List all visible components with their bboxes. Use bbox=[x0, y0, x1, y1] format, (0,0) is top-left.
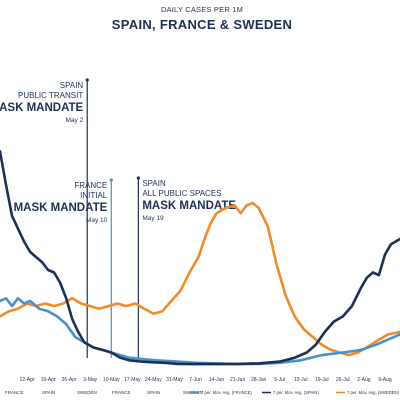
x-tick-label: 24-May bbox=[145, 377, 162, 383]
x-tick-label: 5-Jul bbox=[274, 377, 285, 383]
category-label: FRANCE bbox=[112, 390, 131, 395]
event-headline: MASK MANDATE bbox=[142, 200, 236, 212]
category-label: SPAIN bbox=[147, 390, 160, 395]
event-headline: MASK MANDATE bbox=[0, 102, 84, 114]
x-tick-label: 28-Jun bbox=[251, 377, 267, 383]
x-tick-label: 7-Jun bbox=[189, 377, 202, 383]
chart-subtitle: DAILY CASES PER 1M bbox=[161, 5, 243, 14]
event-marker bbox=[109, 178, 113, 182]
category-label: SWEDEN bbox=[77, 390, 97, 395]
chart-title: SPAIN, FRANCE & SWEDEN bbox=[112, 17, 292, 32]
event-marker bbox=[136, 176, 140, 180]
x-tick-label: 17-May bbox=[124, 377, 141, 383]
event-label: PUBLIC TRANSIT bbox=[18, 91, 83, 100]
series-line bbox=[0, 297, 400, 366]
event-label: SPAIN bbox=[60, 81, 84, 90]
event-label: ALL PUBLIC SPACES bbox=[142, 189, 221, 198]
x-tick-label: 19-Jul bbox=[315, 377, 329, 383]
x-tick-label: 31-May bbox=[166, 377, 183, 383]
legend-label: 7 per. Mov. Avg. (FRANCE) bbox=[201, 390, 252, 395]
category-label: FRANCE bbox=[5, 390, 24, 395]
event-label: INITIAL bbox=[80, 191, 108, 200]
legend-label: 7 per. Mov. Avg. (SPAIN) bbox=[273, 390, 319, 395]
series-layer bbox=[0, 150, 400, 366]
event-date: May 19 bbox=[142, 215, 164, 222]
category-label: SPAIN bbox=[42, 390, 55, 395]
x-tick-label: 12-Apr bbox=[20, 377, 35, 383]
event-date: May 2 bbox=[66, 117, 84, 124]
x-tick-label: 26-Apr bbox=[62, 377, 77, 383]
x-tick-label: 12-Jul bbox=[294, 377, 308, 383]
x-tick-label: 3-May bbox=[83, 377, 97, 383]
event-headline: MASK MANDATE bbox=[14, 202, 108, 214]
x-tick-label: 19-Apr bbox=[41, 377, 56, 383]
event-label: FRANCE bbox=[74, 181, 107, 190]
event-marker bbox=[85, 78, 89, 82]
x-tick-label: 21-Jun bbox=[230, 377, 246, 383]
x-tick-label: 9-Aug bbox=[378, 377, 392, 383]
x-tick-label: 14-Jun bbox=[209, 377, 225, 383]
x-tick-label: 26-Jul bbox=[336, 377, 350, 383]
legend-label: 7 per. Mov. Avg. (SWEDEN) bbox=[347, 390, 400, 395]
series-line bbox=[0, 150, 400, 366]
event-date: May 10 bbox=[86, 217, 108, 224]
series-line bbox=[0, 201, 400, 357]
x-tick-label: 2-Aug bbox=[357, 377, 371, 383]
legend: 7 per. Mov. Avg. (FRANCE) 7 per. Mov. Avg… bbox=[190, 390, 400, 395]
x-tick-label: 10-May bbox=[103, 377, 120, 383]
event-label: SPAIN bbox=[142, 179, 166, 188]
